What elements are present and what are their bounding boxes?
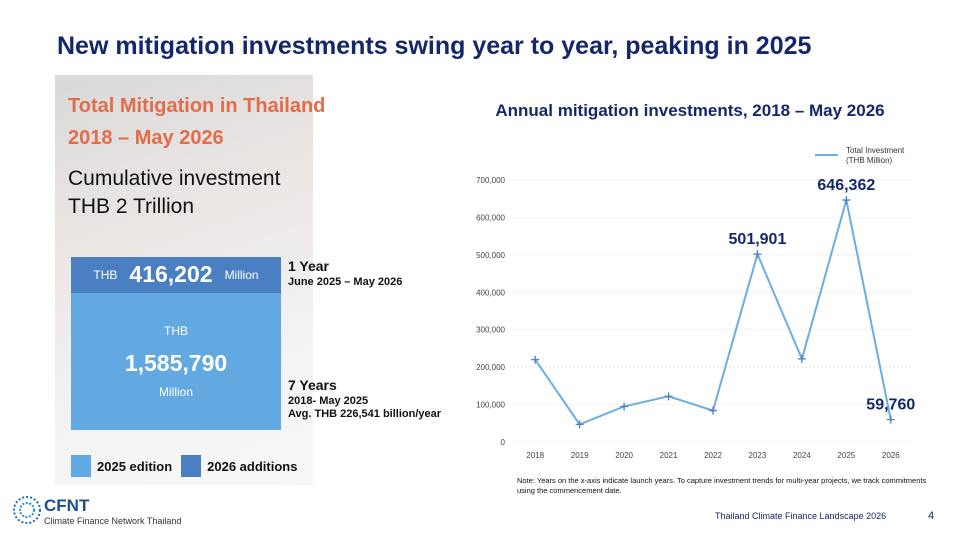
footer-source: Thailand Climate Finance Landscape 2026 [715,511,887,521]
average: Avg. THB 226,541 billion/year [288,408,442,420]
period: 7 Years [288,377,337,393]
point-marker [531,355,540,364]
additions-box: THB 416,202 Million [71,257,281,293]
panel-legend: 2025 edition 2026 additions [71,455,297,477]
logo-icon [13,496,41,524]
legend-item: 2026 additions [181,455,297,477]
point-marker [709,406,717,415]
point-marker [620,402,629,411]
page-number: 4 [928,510,935,522]
range: June 2025 – May 2026 [288,276,403,288]
x-tick-label: 2020 [615,451,633,460]
y-tick-label: 500,000 [476,251,505,260]
x-tick-label: 2026 [882,451,900,460]
y-tick-label: 0 [501,438,506,447]
cumulative: Cumulative investment THB 2 Trillion [68,165,280,221]
range: 2018- May 2025 [288,395,369,407]
point-marker [753,250,762,259]
x-tick-label: 2022 [704,451,722,460]
chart-note: Note: Years on the x-axis indicate launc… [517,476,927,495]
heading-line: Total Mitigation in Thailand [68,95,326,117]
legend-label: 2025 edition [97,458,173,474]
point-marker [575,420,584,429]
y-tick-label: 600,000 [476,213,505,222]
logo-org: Climate Finance Network Thailand [44,516,182,526]
y-tick-label: 400,000 [476,288,505,297]
point-marker [797,354,806,363]
logo-text: CFNT [44,496,90,515]
legend-label: Total Investment (THB Million) [846,146,905,165]
data-label: 59,760 [866,397,915,414]
currency: THB [93,267,118,282]
legend-swatch [71,455,91,477]
additions-note: 1 Year June 2025 – May 2026 [288,258,402,288]
unit: Million [224,267,259,282]
legend-swatch [181,455,202,477]
y-tick-label: 700,000 [476,176,505,185]
y-tick-label: 200,000 [476,363,505,372]
panel-heading: Total Mitigation in Thailand 2018 – May … [68,90,325,154]
x-tick-label: 2025 [837,451,855,460]
amount: 1,585,790 [124,349,228,376]
slide-title: New mitigation investments swing year to… [57,32,812,60]
currency: THB [164,323,188,338]
x-tick-label: 2023 [749,451,767,460]
cumulative-line: THB 2 Trillion [68,195,195,218]
x-tick-label: 2024 [793,451,811,460]
unit: Million [158,384,193,399]
y-tick-label: 300,000 [476,326,505,335]
point-marker [886,415,895,424]
legend-label: 2026 additions [207,458,298,474]
y-tick-label: 100,000 [476,401,505,410]
cumulative-line: Cumulative investment [68,167,281,190]
x-tick-label: 2019 [571,451,589,460]
edition-box: THB 1,585,790 Million [71,292,281,430]
amount: 416,202 [129,261,213,288]
legend-item: 2025 edition [71,455,172,477]
x-tick-label: 2018 [526,451,544,460]
data-label: 501,901 [729,231,787,248]
x-tick-label: 2021 [660,451,678,460]
data-label: 646,362 [817,177,875,194]
edition-note: 7 Years 2018- May 2025 Avg. THB 226,541 … [288,377,441,420]
line [534,199,892,426]
point-marker [664,392,673,401]
period: 1 Year [288,258,330,274]
point-marker [842,196,851,205]
heading-line: 2018 – May 2026 [68,127,224,149]
chart-title: Annual mitigation investments, 2018 – Ma… [495,101,884,120]
